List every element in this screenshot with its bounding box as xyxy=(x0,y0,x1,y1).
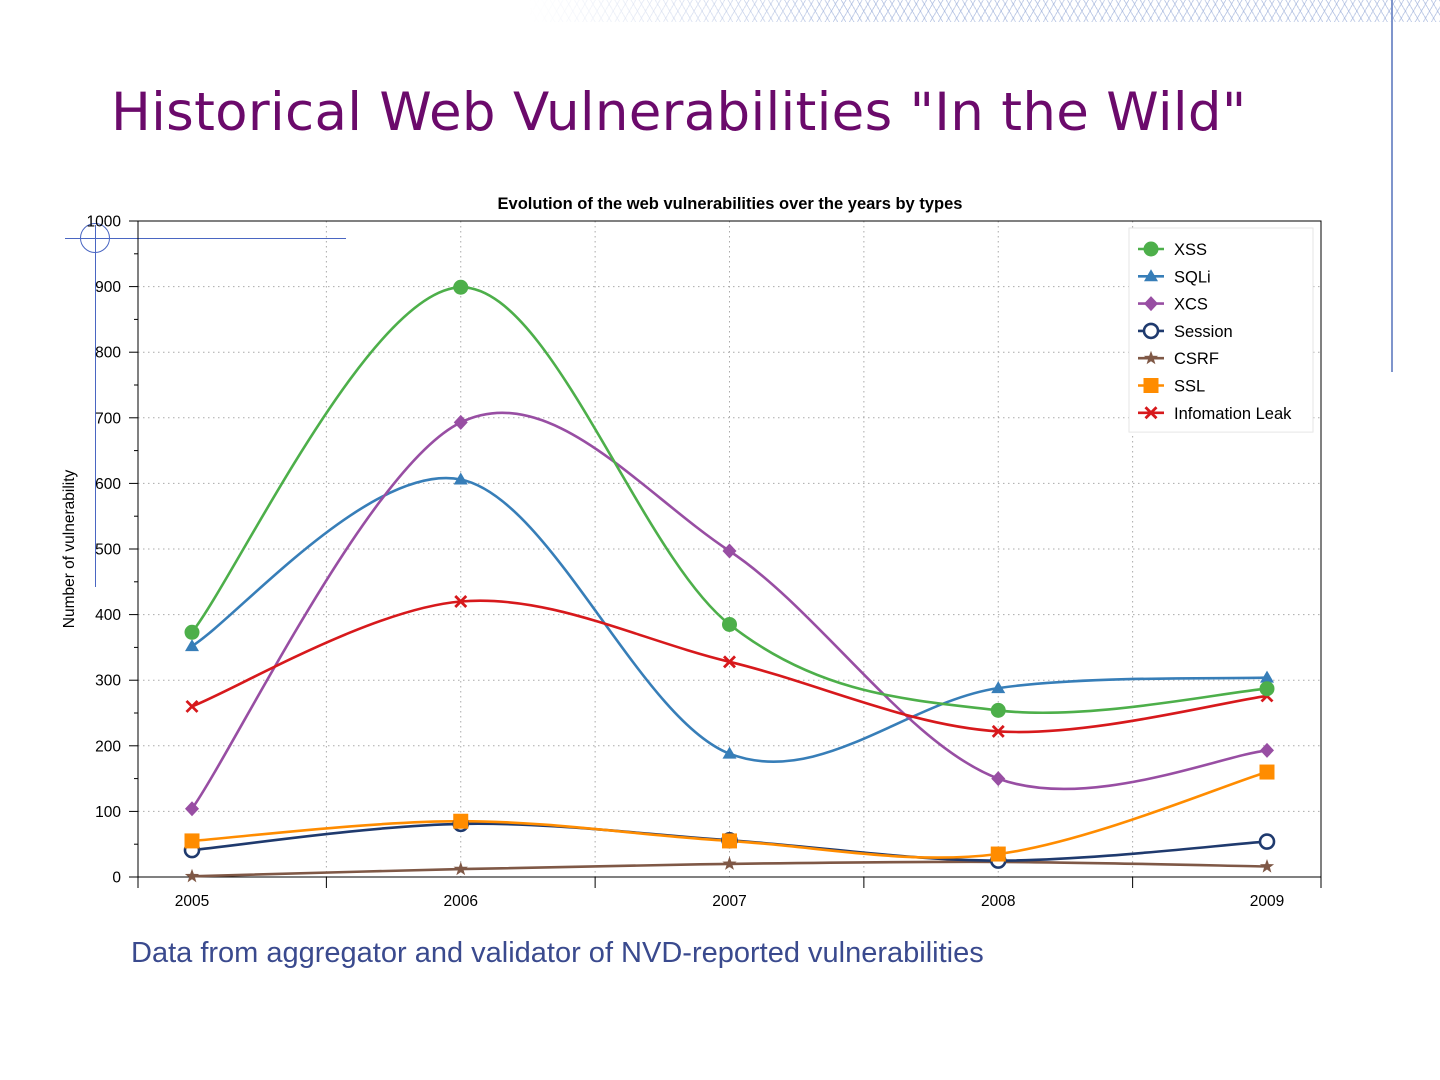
decorative-vertical-line-left xyxy=(95,225,96,587)
data-point-csrf xyxy=(453,861,468,876)
data-point-infomation-leak xyxy=(991,724,1005,738)
series-line-xcs xyxy=(190,411,1268,810)
legend-label-csrf: CSRF xyxy=(1174,350,1219,368)
data-point-sqli xyxy=(1260,670,1274,683)
y-tick-label: 1000 xyxy=(87,214,122,231)
slide-title: Historical Web Vulnerabilities "In the W… xyxy=(111,82,1247,143)
data-point-xcs xyxy=(722,543,737,559)
slide-caption: Data from aggregator and validator of NV… xyxy=(131,937,984,969)
data-point-ssl xyxy=(184,833,200,849)
y-tick-label: 500 xyxy=(95,542,121,559)
data-point-csrf xyxy=(1259,859,1275,873)
legend-marker-ssl xyxy=(1143,378,1159,393)
y-tick-label: 800 xyxy=(95,345,121,362)
legend-label-infomation-leak: Infomation Leak xyxy=(1174,405,1292,423)
x-tick-label: 2005 xyxy=(175,893,209,910)
legend-marker-csrf xyxy=(1143,350,1159,365)
y-tick-label: 0 xyxy=(112,870,121,887)
decorative-vertical-line xyxy=(1391,0,1393,372)
legend-marker-session xyxy=(1142,322,1160,340)
x-tick-label: 2006 xyxy=(444,893,478,910)
data-markers xyxy=(183,279,1276,883)
data-point-xcs xyxy=(453,414,468,430)
data-point-ssl xyxy=(453,813,469,829)
legend-label-ssl: SSL xyxy=(1174,378,1205,396)
legend-label-sqli: SQLi xyxy=(1174,268,1211,286)
legend-marker-xss xyxy=(1143,241,1159,257)
decorative-circle xyxy=(80,223,110,253)
data-point-session xyxy=(1258,833,1276,850)
y-tick-label: 100 xyxy=(95,804,121,821)
legend-label-xss: XSS xyxy=(1174,241,1207,259)
data-point-ssl xyxy=(722,833,737,849)
legend-marker-sqli xyxy=(1144,269,1158,282)
data-point-csrf xyxy=(722,856,737,870)
data-point-csrf xyxy=(184,868,200,883)
y-tick-label: 700 xyxy=(95,410,121,427)
legend: XSS SQLi XCS Session CSRF SSL Infomation Leak xyxy=(1128,227,1314,433)
x-tick-label: 2009 xyxy=(1250,893,1284,910)
y-tick-label: 600 xyxy=(95,476,121,493)
legend-marker-xcs xyxy=(1144,296,1158,312)
data-point-xss xyxy=(453,279,469,295)
legend-label-session: Session xyxy=(1174,323,1233,341)
data-point-infomation-leak xyxy=(185,699,199,713)
decorative-pattern-band xyxy=(530,0,1440,22)
data-point-sqli xyxy=(185,639,199,652)
series-line-sqli xyxy=(191,476,1268,764)
data-point-xss xyxy=(722,616,737,632)
legend-marker-infomation-leak xyxy=(1144,406,1158,420)
data-point-sqli xyxy=(722,746,737,759)
data-point-ssl xyxy=(1259,764,1275,780)
data-point-infomation-leak xyxy=(454,594,468,608)
data-point-sqli xyxy=(991,681,1006,694)
y-tick-label: 300 xyxy=(95,673,121,690)
x-tick-label: 2008 xyxy=(981,893,1015,910)
y-tick-label: 200 xyxy=(95,738,121,755)
data-point-xcs xyxy=(185,801,199,817)
data-point-ssl xyxy=(990,846,1006,862)
data-point-xss xyxy=(1259,681,1275,697)
data-point-xcs xyxy=(991,771,1006,787)
axes: 0 100 200 300 400 500 600 700 800 900 1000 2005 2006… xyxy=(87,214,1322,910)
data-point-xss xyxy=(184,624,200,640)
series-line-xss xyxy=(190,285,1268,715)
legend-label-xcs: XCS xyxy=(1174,296,1208,314)
y-axis-label: Number of vulnerability xyxy=(61,469,78,628)
y-tick-label: 900 xyxy=(95,279,121,296)
decorative-horizontal-line xyxy=(65,238,346,239)
x-tick-label: 2007 xyxy=(712,893,746,910)
data-point-sqli xyxy=(453,472,468,485)
data-point-xss xyxy=(990,702,1006,718)
data-point-infomation-leak xyxy=(723,655,736,669)
chart-title: Evolution of the web vulnerabilities ove… xyxy=(498,195,963,213)
data-point-xcs xyxy=(1260,742,1274,758)
y-tick-label: 400 xyxy=(95,607,121,624)
